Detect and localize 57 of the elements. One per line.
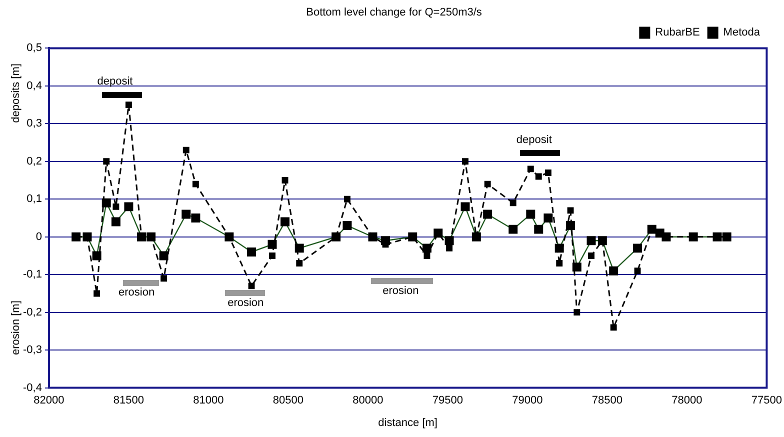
annotation: erosion [228, 296, 264, 309]
point [535, 173, 542, 180]
point [182, 146, 190, 154]
x-tick-label: 78000 [672, 394, 702, 406]
point [424, 252, 430, 259]
point [269, 252, 276, 259]
y-tick-label: 0,1 [26, 193, 42, 206]
x-tick-label: 81000 [193, 394, 224, 406]
point [282, 177, 288, 184]
point [248, 282, 255, 290]
annotation: erosion [382, 285, 419, 298]
y-tick-label: -0,3 [22, 344, 42, 356]
point [125, 102, 132, 108]
point [544, 169, 552, 176]
x-tick-label: 80500 [272, 394, 304, 406]
point [296, 260, 303, 267]
y-tick-label: 0,4 [26, 80, 42, 92]
y-axis-title: deposits [m] [10, 64, 22, 123]
point [344, 196, 350, 202]
x-tick-label: 78500 [592, 394, 622, 406]
point [462, 158, 468, 165]
x-axis-title: distance [m] [378, 417, 438, 430]
point [634, 268, 641, 274]
y-tick-label: 0,5 [26, 42, 42, 54]
annotation: deposit [516, 134, 552, 146]
point [446, 244, 453, 252]
y-tick-label: 0,2 [26, 155, 42, 168]
chart-title: Bottom level change for Q=250m3/s [306, 6, 482, 19]
legend-label: Metoda [723, 26, 761, 39]
x-tick-label: 82000 [34, 394, 64, 406]
x-tick-label: 81500 [113, 394, 144, 406]
point [510, 200, 516, 206]
point [527, 166, 534, 172]
point [160, 275, 168, 282]
point [103, 158, 110, 165]
point [567, 207, 574, 214]
legend-label: RubarBE [655, 26, 700, 39]
annotation: deposit [97, 76, 133, 88]
y-tick-label: -0,1 [22, 268, 42, 281]
point [588, 252, 594, 259]
text: erosion [m] [10, 300, 22, 356]
point [556, 260, 563, 267]
point [94, 290, 100, 297]
y-tick-label: 0,3 [26, 118, 42, 130]
point [192, 180, 199, 188]
annotation: erosion [118, 286, 155, 299]
y-tick-label: -0,4 [22, 382, 42, 394]
point [484, 180, 491, 188]
x-tick-label: 80000 [352, 394, 384, 406]
y-tick-label: 0 [36, 230, 42, 243]
x-tick-label: 79000 [512, 394, 543, 406]
x-tick-label: 77500 [751, 394, 782, 406]
point [574, 309, 580, 316]
point [112, 203, 120, 210]
point [610, 324, 617, 331]
y-tick-label: -0,2 [22, 306, 42, 318]
x-tick-label: 79500 [432, 394, 463, 406]
